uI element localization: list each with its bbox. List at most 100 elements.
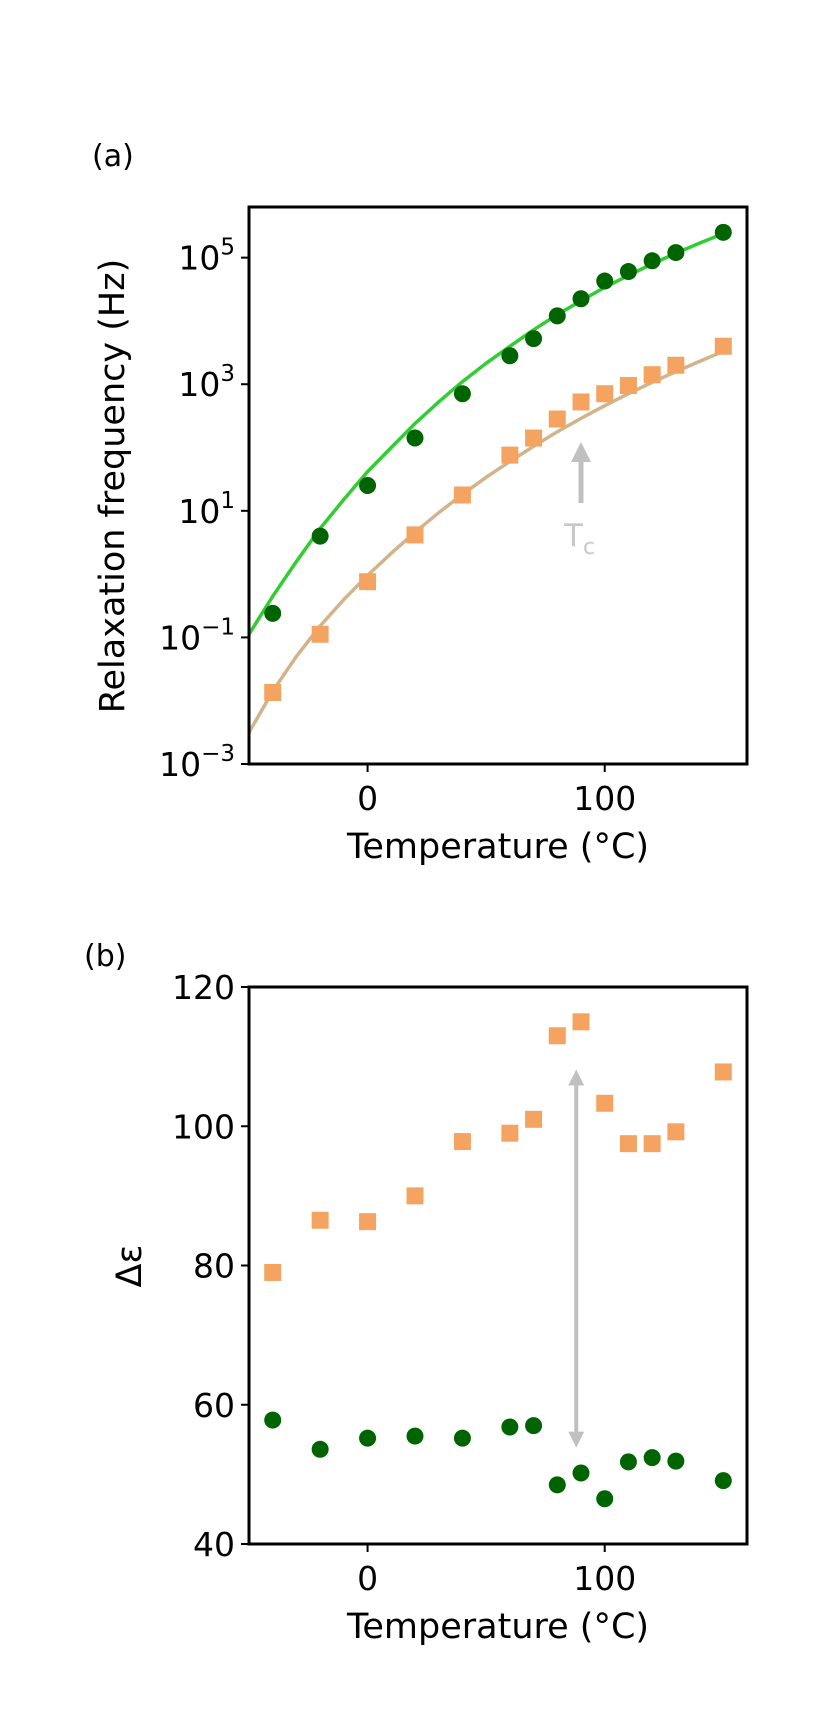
tick-base: 10 <box>178 492 220 531</box>
data-point <box>572 1013 590 1031</box>
data-point <box>311 625 329 643</box>
data-point <box>453 486 471 504</box>
tick-exponent: 1 <box>220 488 235 514</box>
tick-exponent: 5 <box>220 235 235 261</box>
panel-b-x-tick-label: 0 <box>357 1559 378 1598</box>
data-point <box>359 1429 377 1447</box>
panel-b-y-axis-label: Δε <box>110 1245 150 1288</box>
data-point <box>525 1110 543 1128</box>
data-point <box>714 223 732 241</box>
data-point <box>311 1211 329 1229</box>
data-point <box>596 1094 614 1112</box>
tick-base: 10 <box>159 618 201 657</box>
panel-a-y-tick-label: 105 <box>178 235 235 278</box>
panel-a-frame <box>247 205 749 766</box>
panel-a-y-tick-label: 103 <box>178 361 235 404</box>
data-point <box>714 1063 732 1081</box>
data-point <box>643 252 661 270</box>
panel-b-points <box>264 1013 732 1508</box>
data-point <box>548 1027 566 1045</box>
data-point <box>548 1476 566 1494</box>
data-point <box>548 307 566 325</box>
data-point <box>619 1135 637 1153</box>
panel-a-y-tick-label: 10−1 <box>159 614 235 657</box>
data-point <box>525 1417 543 1435</box>
data-point <box>264 604 282 622</box>
data-point <box>619 263 637 281</box>
tc-label: Tc <box>563 518 595 560</box>
tick-exponent: −1 <box>201 614 235 640</box>
panel-b-y-ticks: 40 60 80 100 120 <box>172 968 249 1564</box>
data-point <box>596 385 614 403</box>
tick-exponent: 3 <box>220 361 235 387</box>
data-point <box>714 337 732 355</box>
data-point <box>406 429 424 447</box>
data-point <box>572 290 590 308</box>
data-point <box>501 446 519 464</box>
data-point <box>619 1453 637 1471</box>
data-point <box>667 356 685 374</box>
panel-b-y-tick-label: 60 <box>193 1386 235 1425</box>
data-point <box>453 385 471 403</box>
tick-exponent: −3 <box>201 741 235 767</box>
fit-curve <box>247 231 724 636</box>
panel-a-y-tick-label: 10−3 <box>159 741 235 784</box>
panel-b-label: (b) <box>84 939 126 974</box>
data-point <box>643 366 661 384</box>
data-point <box>406 526 424 544</box>
panel-a-x-tick-label: 0 <box>357 779 378 818</box>
data-point <box>667 1452 685 1470</box>
panel-b-y-tick-label: 100 <box>172 1107 235 1146</box>
panel-a-annotation: Tc <box>563 442 595 560</box>
panel-b-y-tick-label: 40 <box>193 1525 235 1564</box>
data-point <box>406 1187 424 1205</box>
data-point <box>572 1464 590 1482</box>
data-point <box>572 393 590 411</box>
panel-b-y-tick-label: 120 <box>172 968 235 1007</box>
data-point <box>501 347 519 365</box>
data-point <box>453 1133 471 1151</box>
panel-b-y-tick-label: 80 <box>193 1247 235 1286</box>
data-point <box>359 573 377 591</box>
tick-base: 10 <box>178 239 220 278</box>
panel-b: (b) 0 100 40 60 80 100 120 Temperature (°C) Δ… <box>84 939 749 1647</box>
tc-subscript: c <box>583 535 595 560</box>
panel-b-x-tick-label: 100 <box>573 1559 636 1598</box>
data-point <box>311 1440 329 1458</box>
data-point <box>667 244 685 262</box>
data-point <box>406 1427 424 1445</box>
data-point <box>525 429 543 447</box>
data-point <box>596 272 614 290</box>
data-point <box>596 1490 614 1508</box>
data-point <box>501 1124 519 1142</box>
data-point <box>264 683 282 701</box>
data-point <box>525 330 543 348</box>
panel-a-y-axis-label: Relaxation frequency (Hz) <box>93 259 133 713</box>
data-point <box>643 1449 661 1467</box>
data-point <box>264 1411 282 1429</box>
panel-a-x-axis-label: Temperature (°C) <box>346 827 649 867</box>
panel-a-y-tick-label: 101 <box>178 488 235 531</box>
data-point <box>453 1429 471 1447</box>
panel-a-fit-curves <box>247 231 724 734</box>
panel-b-x-ticks: 0 100 <box>357 1544 636 1598</box>
data-point <box>359 477 377 494</box>
data-point <box>359 1213 377 1231</box>
data-point <box>667 1123 685 1141</box>
data-point <box>264 1263 282 1281</box>
panel-a-points <box>264 223 732 701</box>
data-point <box>619 376 637 394</box>
tick-base: 10 <box>178 365 220 404</box>
data-point <box>311 527 329 545</box>
data-point <box>714 1472 732 1490</box>
panel-a-x-ticks: 0 100 <box>357 764 636 818</box>
tick-base: 10 <box>159 745 201 784</box>
panel-a-x-tick-label: 100 <box>573 779 636 818</box>
fit-curve <box>247 349 724 734</box>
data-point <box>643 1135 661 1153</box>
data-point <box>501 1418 519 1436</box>
panel-b-x-axis-label: Temperature (°C) <box>346 1607 649 1647</box>
